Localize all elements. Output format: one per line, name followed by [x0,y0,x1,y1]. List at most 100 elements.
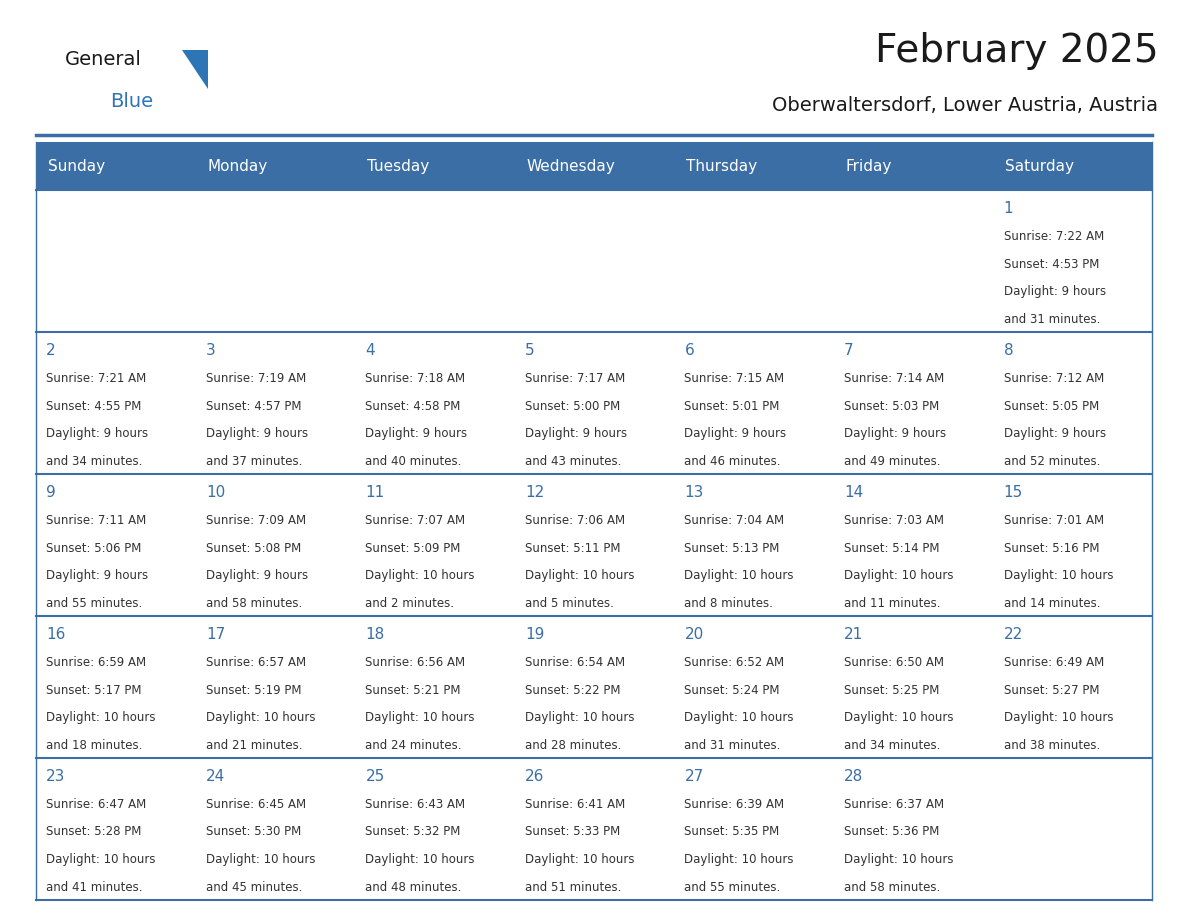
Text: and 18 minutes.: and 18 minutes. [46,739,143,752]
Text: 7: 7 [843,343,854,358]
Text: Sunrise: 7:22 AM: Sunrise: 7:22 AM [1004,230,1104,243]
Text: Daylight: 10 hours: Daylight: 10 hours [684,569,794,582]
Text: 16: 16 [46,627,65,642]
Bar [36,190,1152,332]
Text: 14: 14 [843,485,864,500]
Text: 5: 5 [525,343,535,358]
Text: Daylight: 10 hours: Daylight: 10 hours [46,853,156,867]
Text: and 41 minutes.: and 41 minutes. [46,880,143,894]
Text: and 37 minutes.: and 37 minutes. [206,455,302,468]
Text: Sunset: 5:25 PM: Sunset: 5:25 PM [843,684,940,697]
Text: Sunset: 5:24 PM: Sunset: 5:24 PM [684,684,781,697]
Text: Sunrise: 7:17 AM: Sunrise: 7:17 AM [525,372,625,385]
Bar [36,757,1152,900]
Text: Daylight: 9 hours: Daylight: 9 hours [843,428,946,441]
Text: Daylight: 9 hours: Daylight: 9 hours [684,428,786,441]
Text: Sunrise: 6:52 AM: Sunrise: 6:52 AM [684,655,784,669]
Text: 6: 6 [684,343,694,358]
Text: and 48 minutes.: and 48 minutes. [366,880,462,894]
Text: Sunrise: 7:07 AM: Sunrise: 7:07 AM [366,514,466,527]
Text: Sunset: 5:19 PM: Sunset: 5:19 PM [206,684,302,697]
Text: and 2 minutes.: and 2 minutes. [366,597,454,610]
Text: Daylight: 9 hours: Daylight: 9 hours [525,428,627,441]
Text: Sunrise: 6:59 AM: Sunrise: 6:59 AM [46,655,146,669]
Text: Sunset: 5:16 PM: Sunset: 5:16 PM [1004,542,1099,554]
Text: Sunrise: 7:11 AM: Sunrise: 7:11 AM [46,514,146,527]
Text: Daylight: 10 hours: Daylight: 10 hours [206,711,315,724]
Text: Sunset: 5:35 PM: Sunset: 5:35 PM [684,825,779,838]
Text: 11: 11 [366,485,385,500]
Text: Sunrise: 7:12 AM: Sunrise: 7:12 AM [1004,372,1104,385]
Text: Sunset: 5:32 PM: Sunset: 5:32 PM [366,825,461,838]
Text: and 58 minutes.: and 58 minutes. [206,597,302,610]
Text: Daylight: 10 hours: Daylight: 10 hours [366,853,475,867]
Text: Saturday: Saturday [1005,159,1074,174]
Text: 27: 27 [684,768,703,784]
Text: Sunrise: 7:03 AM: Sunrise: 7:03 AM [843,514,944,527]
Text: Daylight: 10 hours: Daylight: 10 hours [46,711,156,724]
Text: Sunset: 5:36 PM: Sunset: 5:36 PM [843,825,940,838]
Text: Sunrise: 6:47 AM: Sunrise: 6:47 AM [46,798,146,811]
Text: Sunset: 5:01 PM: Sunset: 5:01 PM [684,399,779,413]
Text: and 40 minutes.: and 40 minutes. [366,455,462,468]
Text: Sunset: 5:27 PM: Sunset: 5:27 PM [1004,684,1099,697]
Text: and 28 minutes.: and 28 minutes. [525,739,621,752]
Text: 4: 4 [366,343,375,358]
Text: Tuesday: Tuesday [367,159,429,174]
Text: 23: 23 [46,768,65,784]
Text: 24: 24 [206,768,225,784]
Text: Sunset: 5:09 PM: Sunset: 5:09 PM [366,542,461,554]
Text: and 51 minutes.: and 51 minutes. [525,880,621,894]
Text: Sunset: 5:33 PM: Sunset: 5:33 PM [525,825,620,838]
Text: Sunrise: 6:56 AM: Sunrise: 6:56 AM [366,655,466,669]
Text: Daylight: 10 hours: Daylight: 10 hours [366,711,475,724]
Text: Sunrise: 7:21 AM: Sunrise: 7:21 AM [46,372,146,385]
Text: and 45 minutes.: and 45 minutes. [206,880,302,894]
Text: Daylight: 9 hours: Daylight: 9 hours [206,569,308,582]
Text: Daylight: 9 hours: Daylight: 9 hours [46,569,148,582]
Text: Sunset: 5:14 PM: Sunset: 5:14 PM [843,542,940,554]
Text: Daylight: 9 hours: Daylight: 9 hours [206,428,308,441]
Text: Daylight: 10 hours: Daylight: 10 hours [684,853,794,867]
Text: 1: 1 [1004,201,1013,216]
Text: Daylight: 10 hours: Daylight: 10 hours [843,711,954,724]
Text: Sunset: 5:08 PM: Sunset: 5:08 PM [206,542,301,554]
Text: Sunrise: 6:37 AM: Sunrise: 6:37 AM [843,798,944,811]
Text: Sunday: Sunday [48,159,105,174]
Text: Daylight: 10 hours: Daylight: 10 hours [525,853,634,867]
Text: and 34 minutes.: and 34 minutes. [843,739,941,752]
Text: Wednesday: Wednesday [526,159,615,174]
Text: Sunrise: 7:15 AM: Sunrise: 7:15 AM [684,372,784,385]
Text: Friday: Friday [845,159,891,174]
Text: Sunrise: 7:04 AM: Sunrise: 7:04 AM [684,514,784,527]
Text: 28: 28 [843,768,864,784]
Text: Sunrise: 7:14 AM: Sunrise: 7:14 AM [843,372,944,385]
Text: Sunset: 5:03 PM: Sunset: 5:03 PM [843,399,940,413]
Text: Sunset: 5:30 PM: Sunset: 5:30 PM [206,825,301,838]
Text: 19: 19 [525,627,544,642]
Text: 17: 17 [206,627,225,642]
Text: and 31 minutes.: and 31 minutes. [1004,313,1100,326]
Text: General: General [65,50,143,70]
Text: 18: 18 [366,627,385,642]
Text: Sunset: 4:57 PM: Sunset: 4:57 PM [206,399,302,413]
Text: Sunrise: 6:49 AM: Sunrise: 6:49 AM [1004,655,1104,669]
Text: Sunrise: 6:41 AM: Sunrise: 6:41 AM [525,798,625,811]
Text: Daylight: 10 hours: Daylight: 10 hours [206,853,315,867]
Text: Blue: Blue [110,92,153,111]
Text: 12: 12 [525,485,544,500]
Bar [36,142,1152,190]
Text: and 31 minutes.: and 31 minutes. [684,739,781,752]
Text: and 46 minutes.: and 46 minutes. [684,455,781,468]
Text: Daylight: 10 hours: Daylight: 10 hours [525,569,634,582]
Text: and 49 minutes.: and 49 minutes. [843,455,941,468]
Text: 10: 10 [206,485,225,500]
Text: 9: 9 [46,485,56,500]
Text: Oberwaltersdorf, Lower Austria, Austria: Oberwaltersdorf, Lower Austria, Austria [772,96,1158,116]
Text: Daylight: 10 hours: Daylight: 10 hours [366,569,475,582]
Text: 8: 8 [1004,343,1013,358]
Text: Sunrise: 7:18 AM: Sunrise: 7:18 AM [366,372,466,385]
Text: Sunrise: 6:39 AM: Sunrise: 6:39 AM [684,798,784,811]
Text: Daylight: 10 hours: Daylight: 10 hours [843,569,954,582]
Text: 25: 25 [366,768,385,784]
